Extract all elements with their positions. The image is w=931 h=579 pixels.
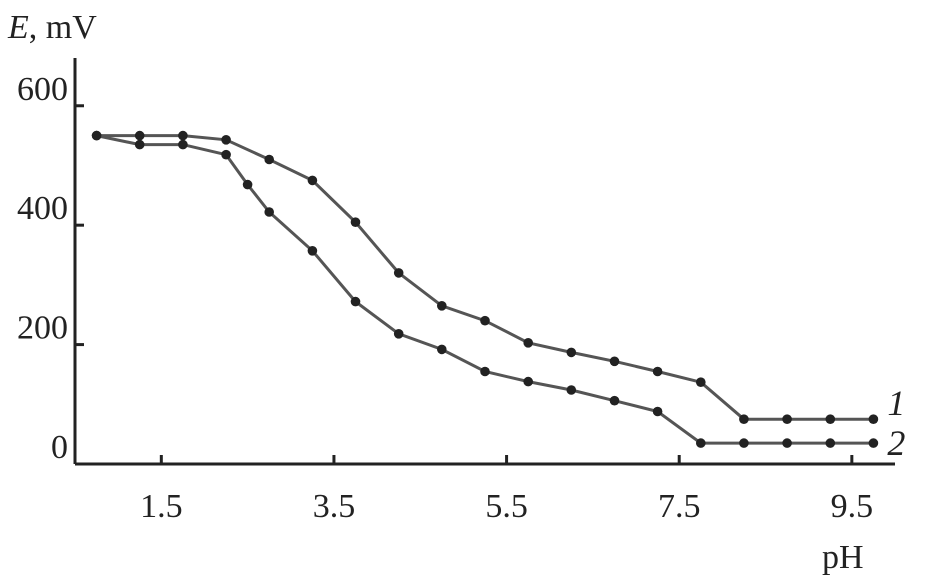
series-2-point (242, 179, 253, 190)
series-2-point (178, 139, 188, 150)
series-2-line (96, 134, 874, 445)
series-1-point (393, 268, 404, 278)
series-2-point (134, 139, 145, 150)
series-2-point (523, 376, 533, 387)
y-axis-title-var: E (7, 9, 29, 46)
series-1-line (96, 134, 874, 421)
x-axis-title: pH (822, 539, 864, 576)
series-2-point (868, 438, 879, 448)
x-tick-label: 7.5 (658, 488, 701, 525)
y-ticks: 0 200 400 600 (17, 71, 84, 466)
series-1-point (134, 130, 145, 141)
series-1-point (652, 366, 663, 377)
series-1-point (523, 338, 533, 348)
series-layer (91, 130, 879, 448)
series-2-point (825, 438, 836, 448)
y-tick-label: 600 (17, 71, 68, 108)
series-1-point (696, 377, 706, 388)
series-1-point (307, 175, 318, 186)
series-1-point (782, 414, 792, 425)
series-2-point (739, 438, 749, 448)
series-1-point (437, 301, 447, 311)
y-axis-title-unit: , mV (29, 9, 97, 46)
series-1-point (221, 135, 231, 145)
series-2-point (566, 385, 577, 395)
series-2-point (437, 344, 447, 355)
series-1-point (825, 414, 836, 425)
x-tick-label: 5.5 (485, 488, 528, 525)
series-1-point (264, 154, 275, 165)
y-tick-label: 200 (17, 310, 68, 347)
svg-text:E, mV: E, mV (7, 9, 97, 46)
series-2-point (782, 438, 792, 448)
x-tick-label: 9.5 (831, 488, 874, 525)
series-labels: 12 (887, 383, 905, 463)
x-ticks: 1.5 3.5 5.5 7.5 9.5 (140, 455, 873, 525)
series-2-point (609, 395, 620, 406)
series-1-point (739, 414, 749, 425)
series-2-point (91, 130, 102, 141)
series-2-point (696, 438, 706, 448)
series-2-point (393, 329, 404, 339)
series-2-point (221, 149, 231, 160)
series-1-point (178, 130, 188, 141)
y-tick-label: 400 (17, 190, 68, 227)
series-2-label: 2 (887, 423, 905, 463)
series-2-point (307, 246, 318, 256)
series-2-point (350, 296, 361, 307)
series-2-point (480, 366, 490, 377)
x-tick-label: 3.5 (313, 488, 356, 525)
series-1-label: 1 (887, 383, 905, 423)
series-1-point (868, 414, 879, 425)
y-tick-label: 0 (51, 429, 68, 466)
x-tick-label: 1.5 (140, 488, 183, 525)
y-axis-title: E, mV (7, 9, 97, 46)
series-2-point (652, 406, 663, 417)
series-2-point (264, 207, 275, 217)
series-1-point (566, 347, 577, 358)
series-1-point (609, 356, 620, 367)
series-1-point (350, 217, 361, 227)
series-1-point (480, 315, 490, 326)
